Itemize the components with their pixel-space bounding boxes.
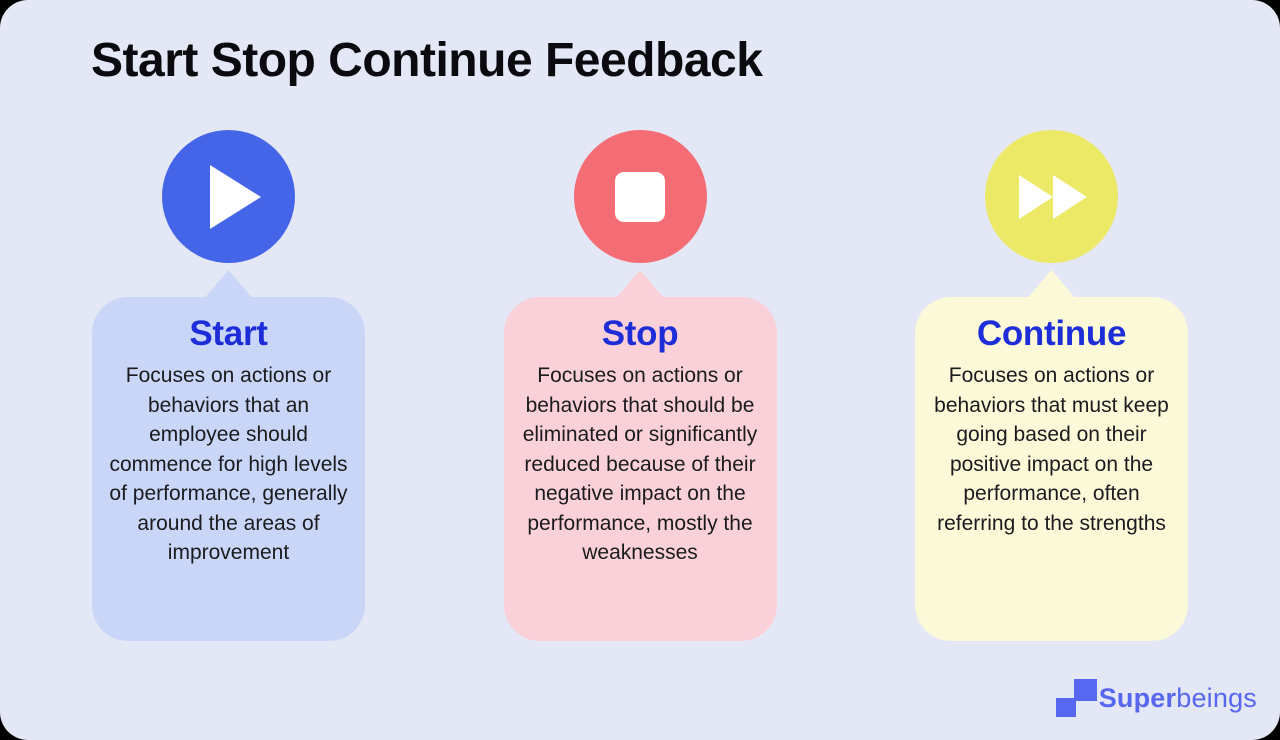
stop-card-notch <box>617 270 663 297</box>
logo-square-large <box>1073 679 1097 701</box>
brand-name-regular: beings <box>1176 683 1257 713</box>
fast-forward-right-triangle <box>1052 174 1087 219</box>
logo-square-small <box>1055 698 1076 717</box>
play-icon <box>209 164 261 229</box>
start-card-heading: Start <box>189 314 268 353</box>
columns-row: Start Focuses on actions or behaviors th… <box>92 130 1188 641</box>
stop-card-body: Focuses on actions or behaviors that sho… <box>522 364 758 564</box>
start-card-notch <box>205 270 252 297</box>
stop-icon <box>615 171 665 222</box>
column-stop: Stop Focuses on actions or behaviors tha… <box>503 130 777 641</box>
page-title: Start Stop Continue Feedback <box>91 34 763 87</box>
start-card: Start Focuses on actions or behaviors th… <box>92 297 365 641</box>
fast-forward-icon <box>1018 174 1087 219</box>
stop-card-heading: Stop <box>601 314 679 353</box>
continue-circle <box>985 130 1118 263</box>
continue-card: Continue Focuses on actions or behaviors… <box>915 297 1188 641</box>
superbeings-logo: Superbeings <box>1055 679 1257 718</box>
fast-forward-left-triangle <box>1018 174 1053 219</box>
stop-card: Stop Focuses on actions or behaviors tha… <box>503 297 777 641</box>
start-card-body: Focuses on actions or behaviors that an … <box>109 364 348 564</box>
brand-name-bold: Super <box>1098 683 1177 713</box>
column-continue: Continue Focuses on actions or behaviors… <box>915 130 1188 641</box>
superbeings-logo-text: Superbeings <box>1099 683 1257 714</box>
continue-card-notch <box>1028 270 1075 297</box>
continue-card-body: Focuses on actions or behaviors that mus… <box>934 364 1169 535</box>
stop-circle <box>573 130 707 263</box>
superbeings-logo-icon <box>1055 679 1097 718</box>
column-start: Start Focuses on actions or behaviors th… <box>92 130 365 641</box>
start-circle <box>162 130 295 263</box>
continue-card-heading: Continue <box>976 314 1127 353</box>
